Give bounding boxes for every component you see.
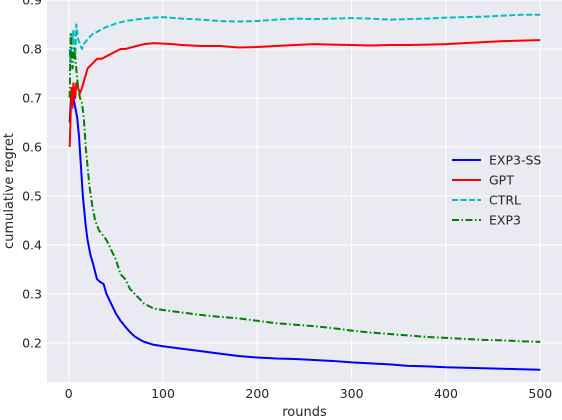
series-line-exp3-ss: [68, 87, 541, 371]
y-tick-label: 0.8: [22, 41, 42, 56]
x-tick-label: 200: [245, 386, 269, 401]
legend-label: EXP3-SS: [489, 153, 541, 168]
legend-label: EXP3: [489, 213, 521, 228]
y-tick-label: 0.9: [22, 0, 42, 8]
y-tick-labels: 0.2 0.3 0.4 0.5 0.6 0.7 0.8 0.9: [22, 0, 42, 350]
grid-lines: [47, 0, 562, 382]
x-tick-label: 0: [65, 386, 73, 401]
x-axis-label: rounds: [282, 405, 327, 420]
x-tick-label: 300: [340, 386, 364, 401]
y-tick-label: 0.6: [22, 139, 42, 154]
x-tick-label: 100: [151, 386, 175, 401]
legend-label: GPT: [489, 173, 514, 188]
legend: EXP3-SS GPT CTRL EXP3: [452, 153, 541, 228]
plot-background: [47, 0, 562, 382]
y-tick-label: 0.4: [22, 237, 42, 252]
y-axis-label: cumulative regret: [2, 133, 17, 249]
y-tick-label: 0.3: [22, 286, 42, 301]
series-line-exp3: [68, 33, 541, 343]
legend-label: CTRL: [489, 193, 521, 208]
y-tick-label: 0.5: [22, 188, 42, 203]
x-tick-labels: 0 100 200 300 400 500: [65, 386, 553, 401]
x-tick-label: 400: [434, 386, 458, 401]
y-tick-label: 0.7: [22, 90, 42, 105]
x-tick-label: 500: [528, 386, 552, 401]
series-layer: [68, 13, 541, 371]
y-tick-label: 0.2: [22, 335, 42, 350]
series-line-ctrl: [68, 13, 541, 65]
